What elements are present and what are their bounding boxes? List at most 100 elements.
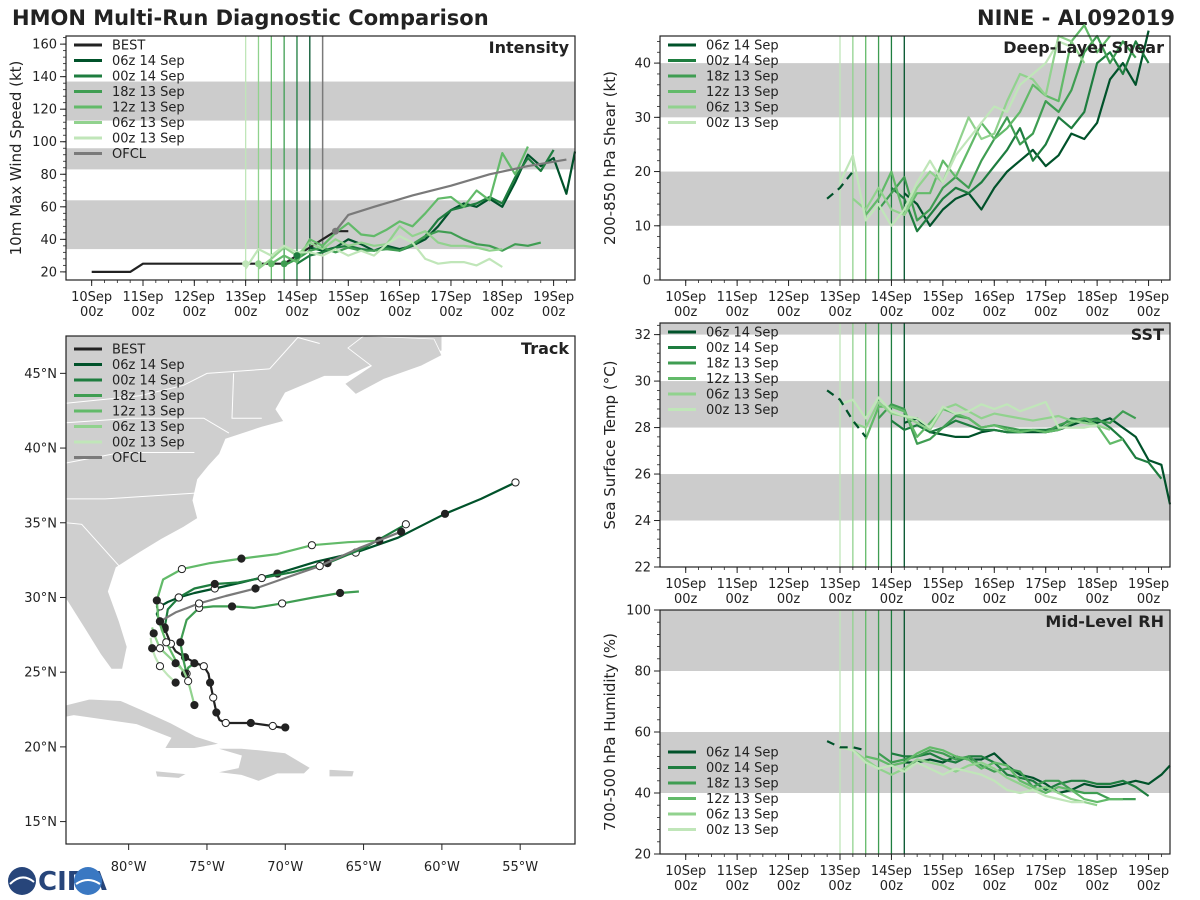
sst-xtick-label: 15Sep 00z [922,577,963,607]
shear-xtick-label: 19Sep 00z [1128,290,1169,320]
shear-legend-label: 06z 14 Sep [706,39,779,54]
shear-xtick-day: 13Sep [819,290,860,305]
sst-ylabel: Sea Surface Temp (°C) [601,360,619,529]
state-border [66,368,270,404]
intensity-legend-label: OFCL [112,147,147,162]
intensity-legend-label: BEST [112,39,145,54]
intensity-xtick-hour: 00z [439,305,463,320]
track-point [335,588,345,598]
intensity-series-12z-13-sep [270,146,529,265]
intensity-xtick-hour: 00z [491,305,515,320]
rh-xtick-label: 19Sep 00z [1128,864,1169,894]
intensity-legend-label: 12z 13 Sep [112,101,185,116]
sst-ytick-label: 24 [634,514,651,529]
shear-xtick-label: 10Sep 00z [665,290,706,320]
sst-xtick-hour: 00z [880,592,904,607]
track-point [281,723,290,732]
track-point [184,677,193,686]
track-point [148,644,157,653]
sst-band [660,323,1170,335]
track-point [246,718,255,728]
sst-legend-label: 06z 13 Sep [706,388,779,403]
shear-ytick-label: 40 [634,57,651,72]
shear-xtick-label: 11Sep 00z [717,290,758,320]
sst-title: SST [1131,325,1164,344]
shear-xtick-hour: 00z [880,305,904,320]
state-border [231,373,262,419]
sst-xtick-day: 16Sep [974,577,1015,592]
sst-series-06z-13-sep [852,400,1111,431]
rh-xtick-day: 17Sep [1025,864,1066,879]
track-point [190,659,199,668]
intensity-legend-label: 06z 14 Sep [112,54,185,69]
intensity-xtick-hour: 00z [234,305,258,320]
rh-xtick-hour: 00z [880,879,904,894]
track-ytick-label: 35°N [24,516,57,531]
intensity-xtick-label: 12Sep 00z [174,290,215,320]
track-point [397,527,406,536]
rh-legend-label: 00z 13 Sep [706,823,779,838]
rh-xtick-day: 14Sep [871,864,912,879]
rh-xtick-label: 18Sep 00z [1077,864,1118,894]
rh-series-prior [826,740,866,752]
track-legend-label: BEST [112,343,145,358]
rh-ytick-label: 20 [634,848,651,863]
intensity-xtick-hour: 00z [388,305,412,320]
sst-xtick-label: 18Sep 00z [1077,577,1118,607]
intensity-series-00z-13-sep [244,235,503,270]
rh-xtick-day: 11Sep [717,864,758,879]
track-point [315,561,324,571]
track-point [149,629,158,638]
sst-legend-label: 06z 14 Sep [706,326,779,341]
shear-ytick-label: 20 [634,165,651,180]
shear-xtick-day: 10Sep [665,290,706,305]
rh-series-06z-13-sep [852,749,1098,807]
intensity-xtick-hour: 00z [285,305,309,320]
intensity-init-marker [293,252,301,260]
track-xtick-label: 55°W [502,860,538,875]
intensity-series-06z-14-sep [309,151,577,252]
rh-ytick-label: 80 [634,665,651,680]
state-border [66,522,120,567]
track-ytick-label: 45°N [24,367,57,382]
intensity-ytick-label: 80 [40,168,57,183]
rh-legend-label: 12z 13 Sep [706,792,779,807]
track-point [307,541,316,550]
intensity-ytick-label: 140 [32,70,57,85]
track-point [401,520,410,529]
track-point [171,678,180,687]
intensity-legend-label: 18z 13 Sep [112,85,185,100]
intensity-xtick-label: 13Sep 00z [225,290,266,320]
intensity-xtick-day: 11Sep [122,290,163,305]
track-lines [148,478,520,732]
shear-xtick-day: 15Sep [922,290,963,305]
jamaica-land [154,770,188,779]
track-ytick-label: 15°N [24,815,57,830]
intensity-xtick-day: 19Sep [533,290,574,305]
rh-series-00z-13-sep [839,746,1085,804]
shear-legend-label: 06z 13 Sep [706,101,779,116]
intensity-xtick-day: 17Sep [430,290,471,305]
sst-series-06z-14-sep [903,417,1172,505]
rh-legend-label: 00z 14 Sep [706,761,779,776]
rh-xtick-hour: 00z [674,879,698,894]
sst-xtick-day: 10Sep [665,577,706,592]
shear-ytick-label: 10 [634,219,651,234]
shear-series-06z-13-sep [852,34,1086,216]
track-ytick-label: 25°N [24,666,57,681]
storm-id: NINE - AL092019 [977,6,1175,30]
intensity-series-best [91,230,349,273]
track-point [227,602,237,611]
rh-title: Mid-Level RH [1045,612,1164,631]
sst-series-00z-13-sep [839,396,1098,429]
shear-xtick-label: 17Sep 00z [1025,290,1066,320]
intensity-ytick-label: 20 [40,265,57,280]
rh-xtick-label: 15Sep 00z [922,864,963,894]
intensity-xtick-label: 11Sep 00z [122,290,163,320]
rh-xtick-hour: 00z [1034,879,1058,894]
sst-xtick-label: 13Sep 00z [819,577,860,607]
sst-xtick-day: 15Sep [922,577,963,592]
